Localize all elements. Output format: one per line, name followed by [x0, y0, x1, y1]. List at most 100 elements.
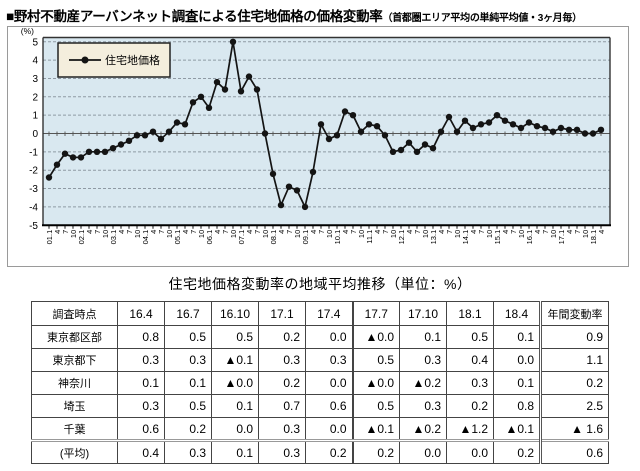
svg-text:01.1: 01.1 — [45, 230, 54, 245]
y-axis-labels: 5 4 3 2 1 0 -1 -2 -3 -4 -5 — [29, 37, 38, 232]
annual-rate-value: 1.1 — [539, 348, 609, 372]
data-point — [53, 161, 61, 168]
data-point — [197, 93, 205, 101]
data-point — [109, 145, 117, 152]
data-point — [285, 183, 293, 190]
quarter-value: ▲0.2 — [399, 417, 447, 441]
svg-text:10: 10 — [325, 230, 334, 238]
x-tick-label: 10 — [325, 230, 334, 238]
x-tick-label: 7 — [221, 230, 230, 234]
y-tick-label: 3 — [32, 74, 38, 85]
x-tick-label: 4 — [277, 230, 286, 234]
data-point — [117, 141, 125, 148]
x-tick-label: 7 — [509, 230, 518, 234]
x-tick-label: 7 — [61, 230, 70, 234]
svg-text:04.1: 04.1 — [141, 230, 150, 245]
svg-text:4: 4 — [213, 230, 222, 234]
data-point — [557, 124, 565, 132]
quarter-value: 0.5 — [446, 325, 494, 349]
data-point — [85, 148, 93, 155]
x-tick-label: 10 — [69, 230, 78, 238]
x-tick-label: 03.1 — [109, 230, 118, 245]
data-point — [213, 78, 221, 86]
data-point — [101, 148, 109, 155]
svg-text:06.1: 06.1 — [205, 230, 214, 245]
x-axis-ticks — [48, 225, 602, 229]
quarter-value: 0.3 — [399, 348, 447, 372]
svg-text:7: 7 — [541, 230, 550, 234]
svg-text:02.1: 02.1 — [77, 230, 86, 245]
svg-text:10: 10 — [357, 230, 366, 238]
svg-text:7: 7 — [573, 230, 582, 234]
table-row: (平均) 0.4 0.3 0.1 0.3 0.2 0.2 0.0 0.0 0.2 0.6 — [31, 439, 609, 464]
quarter-value: 0.1 — [211, 394, 259, 418]
x-tick-label: 10 — [229, 230, 238, 238]
data-point — [565, 126, 573, 133]
x-tick-label: 16.1 — [525, 230, 534, 245]
svg-text:10.1: 10.1 — [333, 230, 342, 245]
svg-text:4: 4 — [437, 230, 446, 234]
svg-text:10: 10 — [69, 230, 78, 238]
data-point — [413, 148, 421, 155]
series-line — [48, 41, 602, 210]
x-tick-label: 7 — [541, 230, 550, 234]
x-tick-label: 4 — [85, 230, 94, 234]
svg-text:10: 10 — [517, 230, 526, 238]
quarter-value: 0.0 — [211, 417, 259, 441]
svg-text:4: 4 — [309, 230, 318, 234]
x-tick-label: 05.1 — [173, 230, 182, 245]
svg-text:10: 10 — [261, 230, 270, 238]
svg-text:10: 10 — [229, 230, 238, 238]
x-tick-label: 10 — [549, 230, 558, 238]
svg-text:4: 4 — [85, 230, 94, 234]
data-point — [189, 99, 197, 106]
x-tick-label: 10 — [453, 230, 462, 238]
region-label: 東京都下 — [31, 348, 118, 372]
x-tick-label: 4 — [309, 230, 318, 234]
table-row: 埼玉 0.3 0.5 0.1 0.7 0.6 0.5 0.3 0.2 0.8 2.5 — [31, 394, 609, 418]
x-tick-label: 10 — [357, 230, 366, 238]
data-point — [437, 128, 445, 135]
table-head: 調査時点 16.4 16.7 16.10 17.1 17.4 17.7 17.10 18.1 18… — [31, 301, 609, 326]
data-point — [365, 121, 373, 128]
data-point — [301, 203, 309, 211]
annual-rate-value: ▲ 1.6 — [539, 417, 609, 441]
svg-text:10: 10 — [581, 230, 590, 238]
svg-text:4: 4 — [149, 230, 158, 234]
quarter-value: 0.1 — [211, 439, 259, 464]
svg-text:7: 7 — [381, 230, 390, 234]
quarter-value: 0.2 — [258, 325, 306, 349]
x-tick-label: 01.1 — [45, 230, 54, 245]
x-tick-label: 7 — [93, 230, 102, 234]
x-tick-label: 4 — [469, 230, 478, 234]
y-tick-label: -3 — [29, 184, 38, 195]
x-tick-label: 13.1 — [429, 230, 438, 245]
svg-text:7: 7 — [349, 230, 358, 234]
data-point — [453, 128, 461, 135]
quarter-value: 0.3 — [164, 439, 212, 464]
svg-text:7: 7 — [93, 230, 102, 234]
svg-text:16.1: 16.1 — [525, 230, 534, 245]
col-header: 18.4 — [493, 301, 541, 326]
x-tick-label: 11.1 — [365, 230, 374, 244]
svg-text:7: 7 — [445, 230, 454, 234]
data-point — [165, 128, 173, 135]
x-axis-labels: 01.1 4 7 10 02.1 4 7 10 03.1 4 7 10 04.1 4 7 10 05.1 4 7 10… — [45, 230, 606, 245]
y-tick-label: -5 — [29, 221, 38, 232]
data-point — [133, 132, 141, 139]
x-tick-label: 4 — [341, 230, 350, 234]
quarter-value: 0.3 — [258, 439, 306, 464]
price-change-chart: 5 4 3 2 1 0 -1 -2 -3 -4 -5 01.1 4 7 10 02.1 4 7 10 03.1 4 7 10… — [0, 24, 640, 272]
quarter-value: 0.5 — [211, 325, 259, 349]
quarter-value: 0.2 — [351, 439, 400, 464]
quarter-value: 0.3 — [305, 348, 353, 372]
x-tick-label: 12.1 — [397, 230, 406, 245]
region-label: 千葉 — [31, 417, 118, 441]
x-tick-label: 10 — [293, 230, 302, 238]
data-point — [429, 145, 437, 152]
quarter-value: ▲0.1 — [351, 417, 400, 441]
data-point — [389, 148, 397, 155]
quarter-value: 0.0 — [399, 439, 447, 464]
x-tick-label: 10 — [101, 230, 110, 238]
